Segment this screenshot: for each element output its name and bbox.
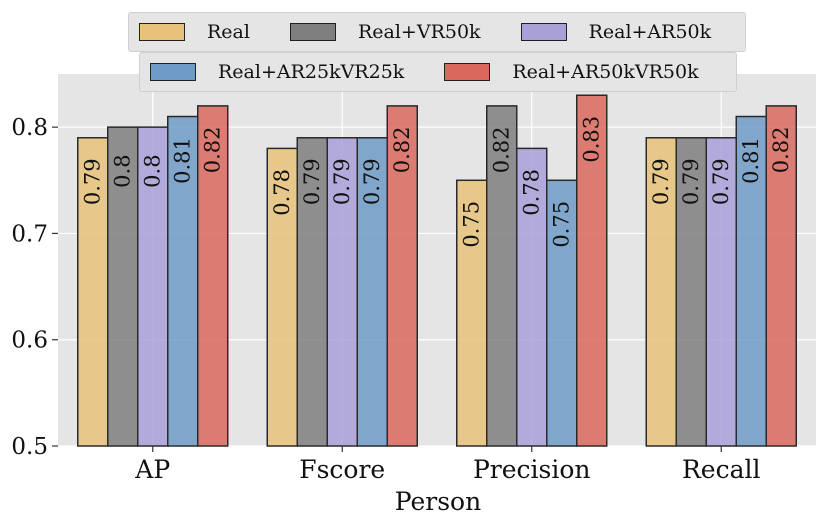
bar-label-ap-real-vr50k: 0.8 <box>111 154 135 187</box>
bar-label-precision-real: 0.75 <box>460 201 484 248</box>
bar-label-ap-real-ar25kvr25k: 0.81 <box>171 137 195 184</box>
legend-item-real-vr50k: Real+VR50k <box>289 21 481 43</box>
bar-fscore-real-ar25kvr25k <box>356 137 388 447</box>
x-tick-label-recall: Recall <box>682 455 761 484</box>
bar-label-precision-real-ar50kvr50k: 0.83 <box>580 116 604 163</box>
legend-label-real-ar50k: Real+AR50k <box>588 21 712 43</box>
legend-label-real-ar25kvr25k: Real+AR25kVR25k <box>218 61 405 83</box>
bar-label-recall-real-ar25kvr25k: 0.81 <box>739 137 763 184</box>
bar-label-fscore-real-ar25kvr25k: 0.79 <box>360 158 384 205</box>
y-tick-label: 0.8 <box>11 115 48 141</box>
legend-item-real: Real <box>139 21 250 43</box>
bar-label-recall-real-ar50kvr50k: 0.82 <box>769 127 793 174</box>
legend-item-real-ar25kvr25k: Real+AR25kVR25k <box>150 61 404 83</box>
legend-label-real-vr50k: Real+VR50k <box>357 21 481 43</box>
bar-fscore-real-ar50kvr50k <box>386 105 418 447</box>
bar-precision-real-ar25kvr25k <box>546 179 578 447</box>
bar-precision-real-ar50kvr50k <box>576 94 608 447</box>
bar-label-fscore-real-vr50k: 0.79 <box>300 158 324 205</box>
x-axis-label: Person <box>395 487 481 516</box>
bar-label-fscore-real-ar50k: 0.79 <box>330 158 354 205</box>
legend-swatch-real-vr50k <box>289 23 336 41</box>
bar-precision-real-ar50k <box>516 147 548 447</box>
legend-swatch-real-ar25kvr25k <box>150 63 196 81</box>
x-tick-label-ap: AP <box>134 455 170 484</box>
legend-row-1: Real Real+VR50k Real+AR50k <box>128 12 746 52</box>
bar-precision-real-vr50k <box>486 105 518 447</box>
bars <box>77 94 797 447</box>
bar-label-recall-real-vr50k: 0.79 <box>679 158 703 205</box>
y-tick-label: 0.7 <box>11 221 48 247</box>
bar-fscore-real <box>266 147 298 447</box>
legend-item-real-ar50kvr50k: Real+AR50kVR50k <box>444 61 699 83</box>
legend-label-real: Real <box>207 21 250 43</box>
x-tick-label-fscore: Fscore <box>299 455 385 484</box>
x-tick-label-precision: Precision <box>473 455 591 484</box>
y-tick-label: 0.6 <box>11 328 48 354</box>
bar-label-recall-real-ar50k: 0.79 <box>709 158 733 205</box>
legend-row-2: Real+AR25kVR25k Real+AR50kVR50k <box>139 52 737 92</box>
x-axis: AP Fscore Precision Recall <box>134 446 761 484</box>
bar-ap-real-vr50k <box>107 126 139 447</box>
bar-label-fscore-real: 0.78 <box>270 169 294 216</box>
legend-swatch-real <box>139 23 185 41</box>
legend-item-real-ar50k: Real+AR50k <box>520 21 712 43</box>
legend-swatch-real-ar50kvr50k <box>444 63 491 81</box>
bar-label-fscore-real-ar50kvr50k: 0.82 <box>390 127 414 174</box>
bar-ap-real <box>77 137 109 447</box>
bar-label-ap-real-ar50k: 0.8 <box>141 154 165 187</box>
bar-ap-real-ar25kvr25k <box>167 115 199 447</box>
bar-recall-real <box>645 137 677 447</box>
bar-fscore-real-vr50k <box>296 137 328 447</box>
bar-label-ap-real: 0.79 <box>81 158 105 205</box>
bar-recall-real-vr50k <box>675 137 707 447</box>
legend-swatch-real-ar50k <box>520 23 567 41</box>
bar-label-precision-real-ar25kvr25k: 0.75 <box>550 201 574 248</box>
bar-label-recall-real: 0.79 <box>649 158 673 205</box>
y-axis: 0.5 0.6 0.7 0.8 <box>11 115 58 460</box>
bar-recall-real-ar50kvr50k <box>765 105 797 447</box>
bar-ap-real-ar50kvr50k <box>197 105 229 447</box>
y-tick-label: 0.5 <box>11 434 48 460</box>
bar-label-precision-real-ar50k: 0.78 <box>520 169 544 216</box>
bar-label-ap-real-ar50kvr50k: 0.82 <box>201 127 225 174</box>
bar-recall-real-ar25kvr25k <box>735 115 767 447</box>
bar-precision-real <box>456 179 488 447</box>
bar-label-precision-real-vr50k: 0.82 <box>490 127 514 174</box>
legend-label-real-ar50kvr50k: Real+AR50kVR50k <box>512 61 699 83</box>
bar-labels: 0.79 0.8 0.8 0.81 0.820.78 0.79 0.79 0.790.820.… <box>81 116 794 248</box>
